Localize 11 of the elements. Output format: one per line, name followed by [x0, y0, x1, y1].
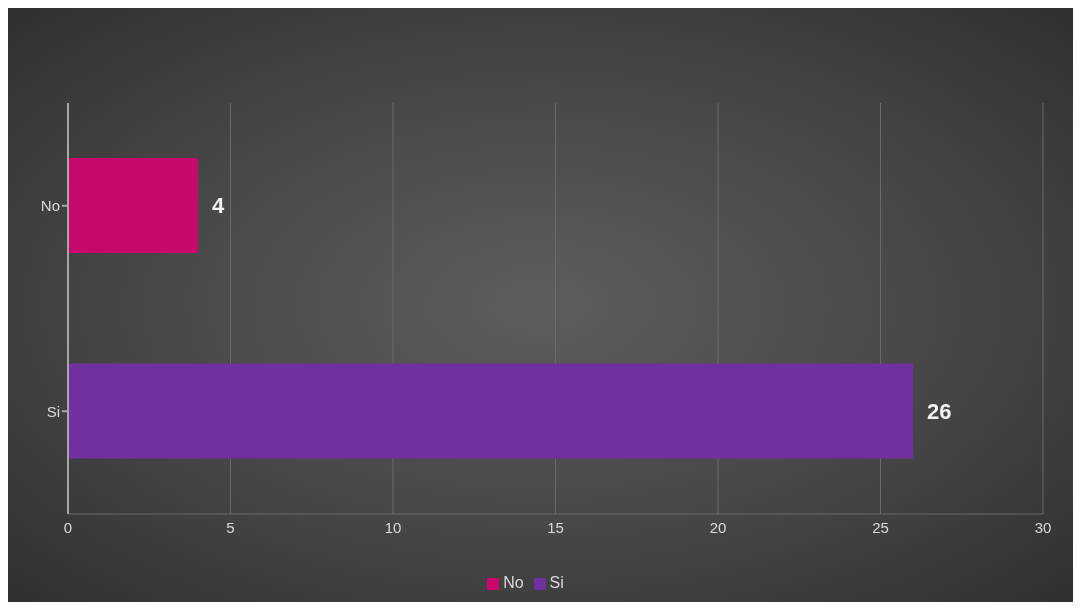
x-tick-label: 10: [384, 518, 402, 536]
data-label: 4: [212, 193, 225, 219]
x-tick-label: 5: [226, 518, 235, 536]
legend-label: Si: [549, 574, 564, 591]
x-tick-label: 0: [63, 518, 73, 536]
x-tick-label: 30: [1034, 518, 1052, 536]
x-tick-label: 15: [547, 518, 564, 536]
legend-label: No: [503, 574, 524, 591]
x-tick-label: 20: [709, 518, 727, 536]
data-label: 26: [927, 398, 952, 424]
x-tick-label: 25: [872, 518, 889, 536]
